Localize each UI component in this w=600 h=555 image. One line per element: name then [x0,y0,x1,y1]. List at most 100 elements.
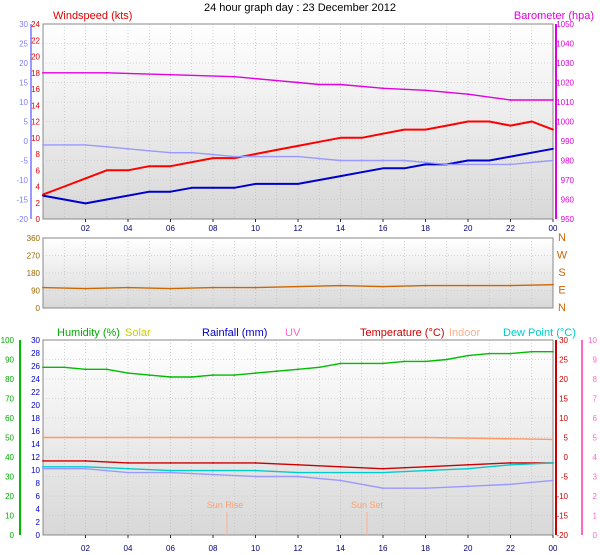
series-point [339,159,342,162]
series-point [424,284,427,287]
x-tick-label: 06 [166,224,175,233]
windspeed-label: Windspeed (kts) [53,10,132,22]
y-tick-label: 24 [31,375,40,384]
series-point [403,167,406,170]
y-tick-label: 1010 [556,98,574,107]
y-tick-label: 1000 [556,118,574,127]
panel1-series [42,71,554,205]
y-tick-label: -20 [556,531,568,540]
y-tick-label: 90 [5,356,14,365]
series-point [254,286,257,289]
legend-rainfall: Rainfall (mm) [202,327,267,339]
y-tick-label: 30 [31,336,40,345]
series-point [552,350,554,353]
series-point [127,169,129,172]
x-tick-label: 22 [506,544,515,553]
y-tick-label: E [558,285,565,297]
series-point [445,124,448,127]
panel2-series [42,283,554,290]
y-tick-label: 50 [5,434,14,443]
series-point [42,465,44,468]
series-point [105,71,108,74]
series-point [297,155,299,158]
series-point [169,151,172,154]
x-tick-label: 00 [549,544,558,553]
y-tick-label: -5 [21,157,29,166]
series-point [403,159,406,162]
series-point [382,487,384,490]
series-point [42,436,44,439]
y-tick-label: 0 [564,453,569,462]
y-tick-label: 30 [559,336,568,345]
series-point [488,352,491,355]
y-tick-label: 10 [31,134,40,143]
y-tick-label: 0 [593,531,598,540]
y-tick-label: -10 [556,492,568,501]
series-point [530,120,533,123]
series-point [552,479,554,482]
series-point [84,460,87,462]
y-tick-label: -15 [16,196,28,205]
y-tick-label: 0 [24,137,29,146]
series-point [127,194,129,197]
series-point [63,198,66,201]
series-point [360,159,363,162]
y-tick-label: 20 [31,53,40,62]
series-point [275,79,278,82]
y-tick-label: 990 [561,137,575,146]
y-tick-label: 10 [559,414,568,423]
series-point [339,136,342,139]
series-point [63,144,66,146]
series-point [105,145,108,148]
series-point [212,469,214,472]
series-point [297,368,299,371]
y-tick-label: 80 [5,375,14,384]
y-tick-label: 28 [31,349,40,358]
y-tick-label: 0 [36,531,41,540]
y-tick-label: 6 [36,166,41,175]
y-tick-label: 22 [31,388,40,397]
series-point [552,462,554,464]
barometer-label: Barometer (hpa) [514,10,594,22]
y-tick-label: 9 [593,356,598,365]
y-tick-label: -10 [16,176,28,185]
series-point [148,374,151,376]
series-point [467,163,469,166]
y-tick-label: 5 [24,118,29,127]
panel3-series [42,350,554,490]
series-point [127,471,129,474]
series-point [509,99,512,101]
y-tick-label: 40 [5,453,14,462]
series-point [339,83,342,86]
series-point [127,372,129,374]
chart-title: 24 hour graph day : 23 December 2012 [204,2,396,14]
y-tick-label: -15 [556,512,568,521]
series-point [212,186,214,189]
x-tick-label: 02 [81,224,90,233]
series-point [42,366,44,369]
y-tick-label: 0 [10,531,15,540]
series-point [530,151,533,154]
y-tick-label: S [558,267,565,279]
series-point [339,471,342,474]
legend-solar: Solar [125,327,151,339]
series-point [127,467,129,470]
y-tick-label: 20 [559,375,568,384]
series-point [382,132,384,135]
series-point [297,81,299,84]
series-point [254,462,257,464]
series-point [190,186,193,189]
series-point [190,376,193,378]
series-point [297,145,299,147]
series-point [254,153,257,155]
y-tick-label: 4 [593,453,598,462]
series-point [467,485,469,488]
series-point [84,177,87,180]
series-point [297,436,299,439]
series-point [297,471,299,474]
series-point [233,157,236,160]
y-tick-label: 980 [561,157,575,166]
series-point [530,161,533,164]
y-tick-label: 16 [31,427,40,436]
